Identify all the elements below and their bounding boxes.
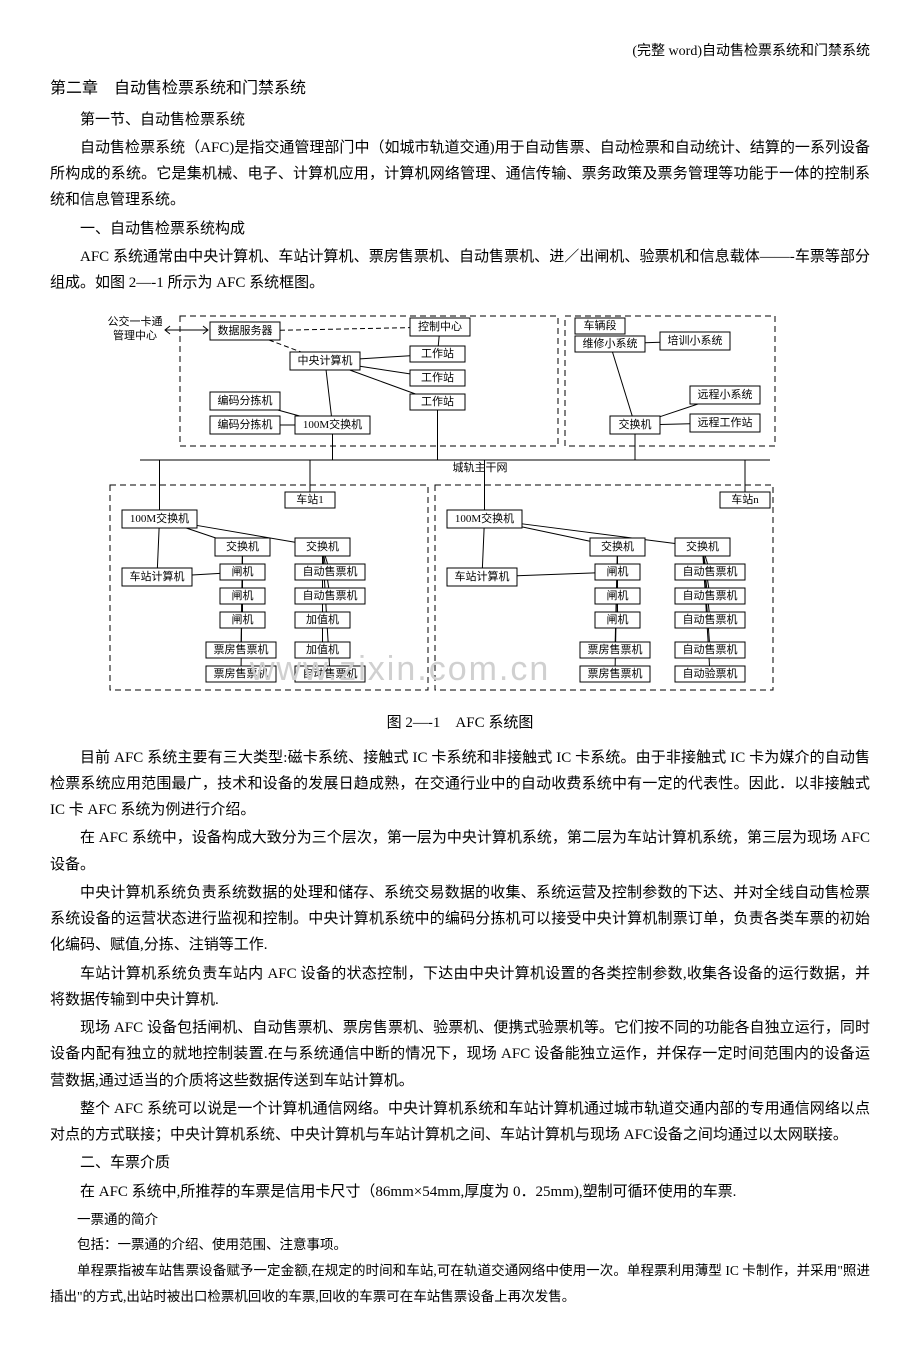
svg-text:自动售票机: 自动售票机 [683, 642, 738, 656]
subheading: 二、车票介质 [50, 1150, 870, 1176]
svg-text:公交一卡通: 公交一卡通 [108, 314, 163, 328]
svg-text:城轨主干网: 城轨主干网 [453, 460, 508, 474]
svg-text:车站n: 车站n [731, 492, 759, 506]
svg-text:工作站: 工作站 [421, 370, 454, 384]
svg-text:闸机: 闸机 [232, 612, 254, 626]
svg-text:自动售票机: 自动售票机 [683, 564, 738, 578]
svg-text:交换机: 交换机 [601, 539, 634, 553]
paragraph: 在 AFC 系统中，设备构成大致分为三个层次，第一层为中央计算机系统，第二层为车… [50, 825, 870, 878]
svg-text:车站1: 车站1 [296, 492, 324, 506]
svg-text:票房售票机: 票房售票机 [214, 642, 269, 656]
svg-text:自动售票机: 自动售票机 [683, 612, 738, 626]
svg-text:中央计算机: 中央计算机 [298, 353, 353, 367]
svg-text:编码分拣机: 编码分拣机 [218, 393, 273, 407]
svg-text:工作站: 工作站 [421, 346, 454, 360]
svg-text:编码分拣机: 编码分拣机 [218, 417, 273, 431]
paragraph: AFC 系统通常由中央计算机、车站计算机、票房售票机、自动售票机、进／出闸机、验… [50, 244, 870, 297]
small-title: 一票通的简介 [50, 1207, 870, 1233]
svg-text:车站计算机: 车站计算机 [130, 569, 185, 583]
svg-text:培训小系统: 培训小系统 [668, 333, 723, 347]
small-paragraph: 包括：一票通的介绍、使用范围、注意事项。 [50, 1232, 870, 1258]
svg-text:加值机: 加值机 [306, 612, 339, 626]
svg-text:远程小系统: 远程小系统 [698, 388, 753, 401]
afc-svg: 城轨主干网公交一卡通管理中心数据服务器控制中心中央计算机工作站工作站工作站编码分… [80, 310, 780, 700]
svg-text:交换机: 交换机 [226, 539, 259, 553]
svg-text:自动验票机: 自动验票机 [683, 666, 738, 680]
svg-text:票房售票机: 票房售票机 [588, 666, 643, 680]
svg-text:加值机: 加值机 [306, 642, 339, 656]
svg-text:票房售票机: 票房售票机 [214, 666, 269, 680]
afc-diagram: 城轨主干网公交一卡通管理中心数据服务器控制中心中央计算机工作站工作站工作站编码分… [80, 310, 870, 700]
paragraph: 车站计算机系统负责车站内 AFC 设备的状态控制，下达由中央计算机设置的各类控制… [50, 961, 870, 1014]
paragraph: 自动售检票系统（AFC)是指交通管理部门中（如城市轨道交通)用于自动售票、自动检… [50, 135, 870, 214]
svg-text:维修小系统: 维修小系统 [583, 336, 638, 350]
subheading: 一、自动售检票系统构成 [50, 216, 870, 242]
paragraph: 整个 AFC 系统可以说是一个计算机通信网络。中央计算机系统和车站计算机通过城市… [50, 1096, 870, 1149]
svg-text:100M交换机: 100M交换机 [303, 417, 362, 431]
section-title: 第一节、自动售检票系统 [50, 107, 870, 133]
svg-text:交换机: 交换机 [686, 539, 719, 553]
chapter-title: 第二章 自动售检票系统和门禁系统 [50, 75, 870, 103]
svg-text:管理中心: 管理中心 [113, 328, 157, 342]
svg-text:票房售票机: 票房售票机 [588, 642, 643, 656]
paragraph: 在 AFC 系统中,所推荐的车票是信用卡尺寸（86mm×54mm,厚度为 0．2… [50, 1179, 870, 1205]
svg-text:自动售票机: 自动售票机 [303, 666, 358, 680]
svg-text:工作站: 工作站 [421, 394, 454, 408]
svg-text:远程工作站: 远程工作站 [698, 415, 753, 429]
svg-text:闸机: 闸机 [232, 588, 254, 602]
svg-text:闸机: 闸机 [607, 612, 629, 626]
paragraph: 目前 AFC 系统主要有三大类型:磁卡系统、接触式 IC 卡系统和非接触式 IC… [50, 745, 870, 824]
svg-text:100M交换机: 100M交换机 [130, 511, 189, 525]
svg-text:车辆段: 车辆段 [584, 318, 617, 332]
svg-text:闸机: 闸机 [607, 564, 629, 578]
svg-text:闸机: 闸机 [232, 564, 254, 578]
figure-caption: 图 2—-1 AFC 系统图 [50, 710, 870, 736]
svg-text:100M交换机: 100M交换机 [455, 511, 514, 525]
paragraph: 现场 AFC 设备包括闸机、自动售票机、票房售票机、验票机、便携式验票机等。它们… [50, 1015, 870, 1094]
svg-text:自动售票机: 自动售票机 [683, 588, 738, 602]
svg-text:交换机: 交换机 [619, 417, 652, 431]
svg-text:交换机: 交换机 [306, 539, 339, 553]
svg-text:数据服务器: 数据服务器 [218, 323, 273, 337]
header-note: (完整 word)自动售检票系统和门禁系统 [50, 40, 870, 65]
svg-text:自动售票机: 自动售票机 [303, 564, 358, 578]
paragraph: 中央计算机系统负责系统数据的处理和储存、系统交易数据的收集、系统运营及控制参数的… [50, 880, 870, 959]
svg-text:自动售票机: 自动售票机 [303, 588, 358, 602]
svg-text:闸机: 闸机 [607, 588, 629, 602]
svg-text:车站计算机: 车站计算机 [455, 569, 510, 583]
svg-text:控制中心: 控制中心 [418, 319, 462, 333]
